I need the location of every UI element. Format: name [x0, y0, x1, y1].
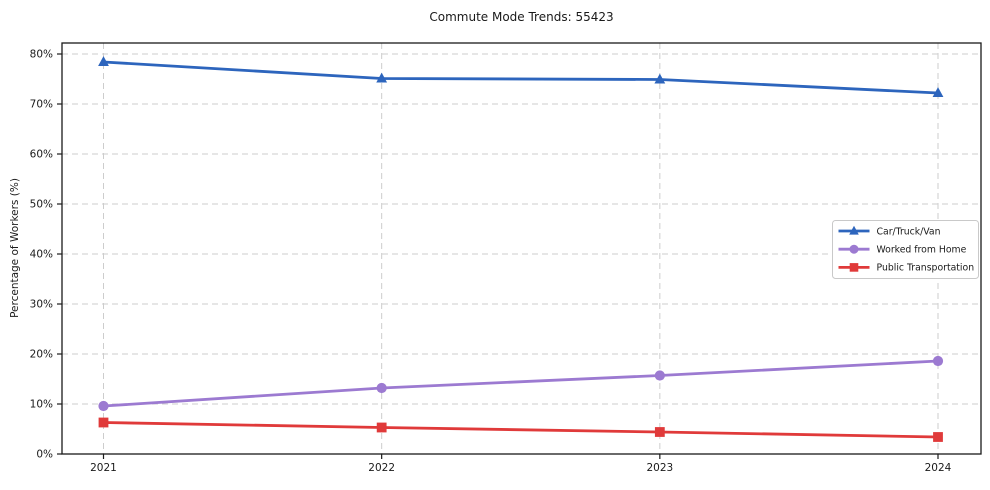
legend-box	[832, 220, 979, 279]
legend-entry: Car/Truck/Van	[838, 225, 941, 237]
chart-title: Commute Mode Trends: 55423	[429, 10, 614, 24]
legend-marker	[849, 244, 859, 254]
legend: Car/Truck/Van Worked from Home Public Tran…	[832, 220, 979, 279]
y-tick-label: 30%	[30, 299, 53, 311]
series-line-public-transportation	[102, 421, 940, 439]
data-point	[376, 382, 387, 394]
series-line-worked-from-home	[102, 359, 940, 408]
legend-label: Car/Truck/Van	[877, 226, 941, 237]
legend-label: Public Transportation	[877, 263, 975, 274]
legend-marker	[849, 225, 859, 235]
series-line-car-truck-van	[102, 60, 940, 95]
y-tick-label: 80%	[30, 49, 53, 61]
x-tick-label: 2021	[90, 462, 117, 474]
legend-entry: Worked from Home	[838, 244, 967, 256]
data-point	[98, 417, 109, 428]
data-point	[654, 370, 665, 381]
y-tick-label: 0%	[36, 449, 53, 461]
data-point	[376, 72, 388, 83]
legend-marker	[849, 263, 859, 272]
y-tick-label: 60%	[30, 149, 53, 161]
y-tick-label: 40%	[30, 249, 53, 261]
x-tick-label: 2022	[368, 462, 395, 474]
data-point	[98, 400, 109, 412]
x-tick-label: 2023	[646, 462, 673, 474]
plot-frame	[61, 42, 982, 455]
legend-entry: Public Transportation	[838, 263, 975, 274]
y-tick-label: 70%	[30, 99, 53, 111]
data-point	[933, 432, 943, 442]
y-tick-label: 50%	[30, 199, 53, 211]
data-point	[932, 87, 944, 98]
y-tick-label: 20%	[30, 349, 53, 361]
legend-label: Worked from Home	[877, 245, 967, 256]
data-point	[654, 427, 665, 437]
data-point	[98, 56, 109, 67]
data-point	[376, 422, 387, 433]
x-tick-label: 2024	[925, 462, 952, 474]
y-tick-label: 10%	[30, 399, 53, 411]
data-point	[932, 355, 944, 367]
data-point	[654, 73, 666, 84]
